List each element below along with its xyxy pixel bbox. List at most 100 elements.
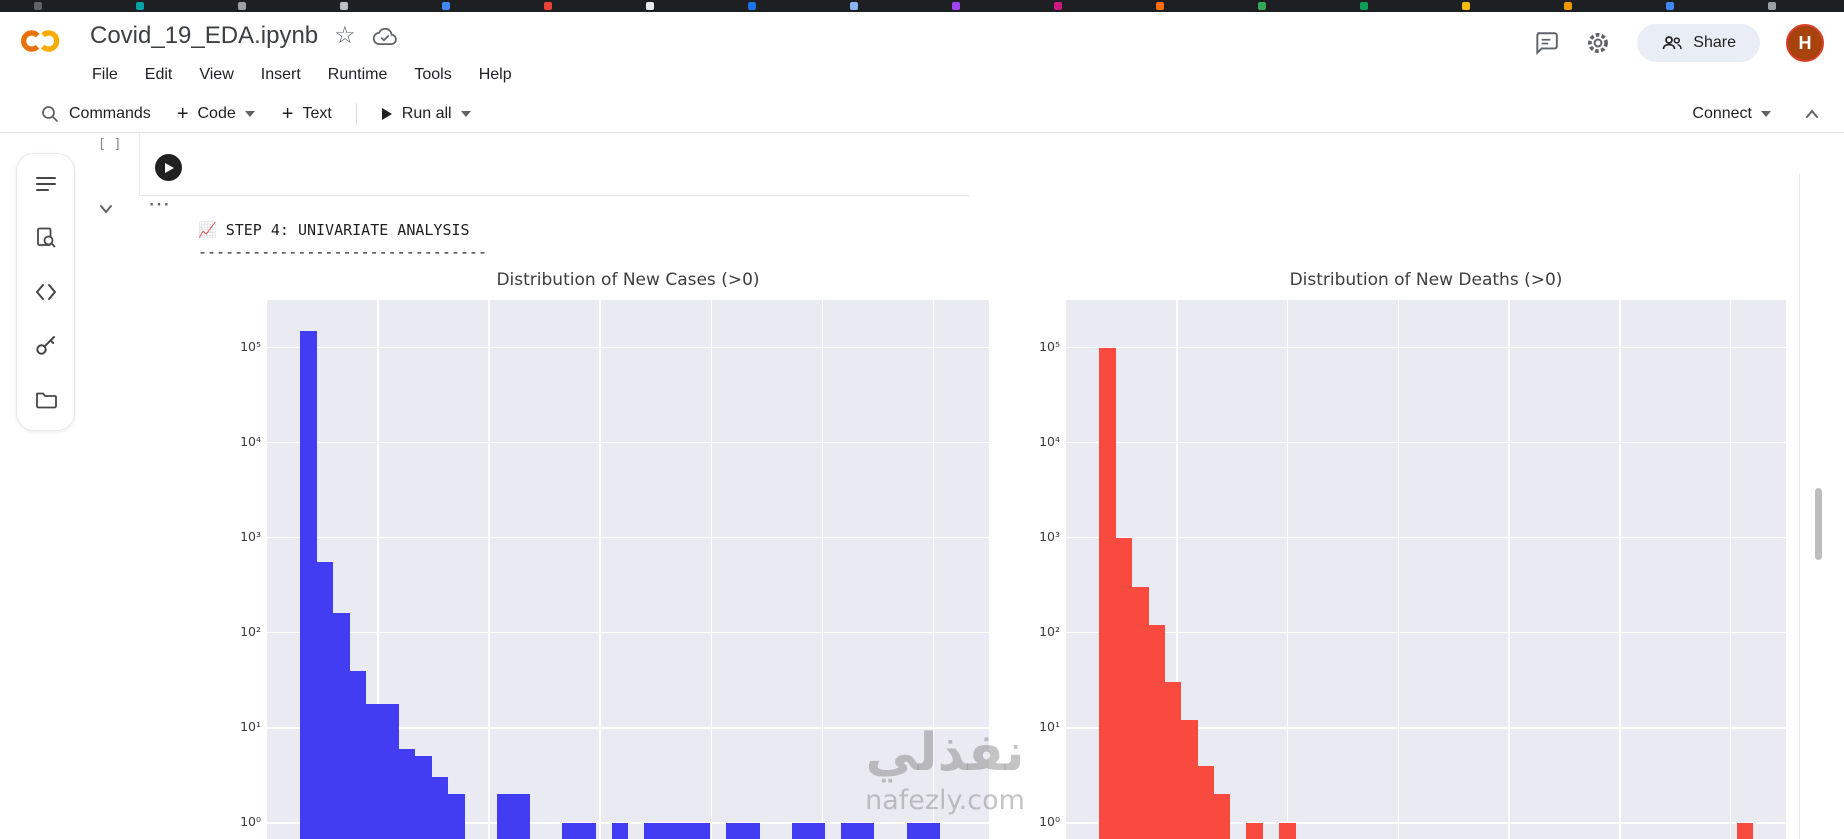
find-replace-icon[interactable]	[34, 226, 58, 250]
comments-icon[interactable]	[1533, 30, 1559, 56]
histogram-bar	[382, 703, 400, 839]
cell-divider	[139, 195, 969, 196]
chart-new-cases: Distribution of New Cases (>0) 10⁰ 10¹ 10²…	[221, 268, 989, 839]
histogram-bar	[611, 822, 629, 839]
histogram-bar	[660, 822, 678, 839]
browser-favicon[interactable]	[1564, 2, 1572, 10]
add-text-button[interactable]: + Text	[272, 99, 342, 130]
browser-favicon[interactable]	[646, 2, 654, 10]
browser-favicon[interactable]	[1360, 2, 1368, 10]
connect-button[interactable]: Connect	[1682, 101, 1782, 127]
histogram-bar	[431, 777, 449, 839]
browser-favicon[interactable]	[1054, 2, 1062, 10]
chart-title: Distribution of New Cases (>0)	[496, 270, 760, 290]
menu-help[interactable]: Help	[478, 66, 512, 83]
browser-favicon[interactable]	[1156, 2, 1164, 10]
browser-tab-strip[interactable]	[0, 0, 1844, 12]
share-button[interactable]: Share	[1637, 24, 1760, 62]
menu-file[interactable]: File	[92, 66, 118, 83]
table-of-contents-icon[interactable]	[34, 172, 58, 196]
histogram-bar	[513, 794, 531, 839]
browser-favicon[interactable]	[850, 2, 858, 10]
histogram-bar	[841, 822, 858, 839]
browser-favicon[interactable]	[442, 2, 450, 10]
menu-insert[interactable]: Insert	[260, 66, 301, 83]
y-tick-label: 10³	[240, 528, 261, 544]
plus-icon: +	[281, 102, 294, 125]
commands-button[interactable]: Commands	[30, 100, 161, 128]
menu-view[interactable]: View	[199, 66, 234, 83]
v-gridline	[377, 300, 379, 839]
header: Covid_19_EDA.ipynb ☆ File Edit View Insert R…	[0, 12, 1844, 96]
y-tick-label: 10⁴	[1039, 433, 1060, 449]
add-code-label: Code	[197, 105, 236, 122]
histogram-bar	[562, 822, 580, 839]
run-cell-button[interactable]	[155, 154, 182, 181]
v-gridline	[1397, 300, 1400, 839]
chevron-down-icon[interactable]	[1761, 110, 1772, 118]
notebook-title-row: Covid_19_EDA.ipynb ☆	[90, 22, 398, 50]
h-gridline	[267, 441, 989, 444]
v-gridline	[599, 300, 601, 839]
histogram-bar	[742, 822, 760, 839]
add-code-button[interactable]: + Code	[167, 99, 266, 130]
toolbar-right: Connect	[1682, 101, 1822, 127]
browser-favicon[interactable]	[34, 2, 42, 10]
browser-favicon[interactable]	[136, 2, 144, 10]
browser-favicon[interactable]	[1258, 2, 1266, 10]
colab-logo[interactable]	[20, 28, 64, 54]
collapse-header-chevron-up-icon[interactable]	[1802, 104, 1822, 124]
share-label: Share	[1693, 34, 1736, 51]
h-gridline	[267, 727, 989, 729]
code-snippets-icon[interactable]	[34, 280, 58, 304]
chevron-down-icon[interactable]	[244, 110, 256, 118]
y-tick-label: 10⁵	[240, 338, 261, 354]
run-all-button[interactable]: Run all	[371, 101, 482, 127]
v-gridline	[821, 300, 824, 839]
files-folder-icon[interactable]	[34, 388, 58, 412]
histogram-bar	[1131, 587, 1149, 839]
cell-overflow-ellipsis[interactable]: ⋯	[148, 191, 172, 216]
histogram-bar	[1148, 625, 1165, 839]
h-gridline	[1066, 536, 1786, 539]
histogram-bar	[1164, 682, 1182, 839]
y-tick-label: 10⁰	[240, 813, 261, 829]
avatar[interactable]: H	[1786, 24, 1824, 62]
histogram-bar	[365, 703, 383, 839]
v-gridline	[1729, 300, 1732, 839]
histogram-bar	[1213, 794, 1231, 839]
browser-favicon[interactable]	[1462, 2, 1470, 10]
menu-edit[interactable]: Edit	[144, 66, 173, 83]
plot-area-new-deaths: 10⁰ 10¹ 10² 10³ 10⁴ 10⁵	[1039, 300, 1786, 839]
connect-label: Connect	[1692, 105, 1752, 122]
vertical-scrollbar-thumb[interactable]	[1815, 488, 1822, 560]
histogram-bar	[644, 822, 662, 839]
browser-favicon[interactable]	[952, 2, 960, 10]
h-gridline	[267, 822, 989, 824]
star-icon[interactable]: ☆	[334, 22, 356, 49]
menu-runtime[interactable]: Runtime	[327, 66, 388, 83]
h-gridline	[267, 536, 989, 539]
browser-favicon[interactable]	[544, 2, 552, 10]
menu-tools[interactable]: Tools	[414, 66, 452, 83]
y-tick-label: 10⁴	[240, 433, 261, 449]
h-gridline	[1066, 727, 1786, 729]
h-gridline	[1066, 346, 1786, 349]
notebook-title[interactable]: Covid_19_EDA.ipynb	[90, 22, 319, 49]
histogram-bar	[808, 822, 826, 839]
y-tick-label: 10⁵	[1039, 338, 1060, 354]
settings-gear-icon[interactable]	[1585, 30, 1611, 56]
y-tick-label: 10³	[1039, 528, 1060, 544]
secrets-key-icon[interactable]	[34, 334, 58, 358]
browser-favicon[interactable]	[748, 2, 756, 10]
histogram-bar	[791, 822, 809, 839]
browser-favicon[interactable]	[1666, 2, 1674, 10]
h-gridline	[1066, 441, 1786, 444]
y-tick-label: 10¹	[1039, 718, 1060, 734]
chevron-down-icon[interactable]	[460, 110, 472, 118]
browser-favicon[interactable]	[1768, 2, 1776, 10]
browser-favicon[interactable]	[238, 2, 246, 10]
browser-favicon[interactable]	[340, 2, 348, 10]
section-collapse-chevron-down-icon[interactable]	[96, 199, 116, 219]
